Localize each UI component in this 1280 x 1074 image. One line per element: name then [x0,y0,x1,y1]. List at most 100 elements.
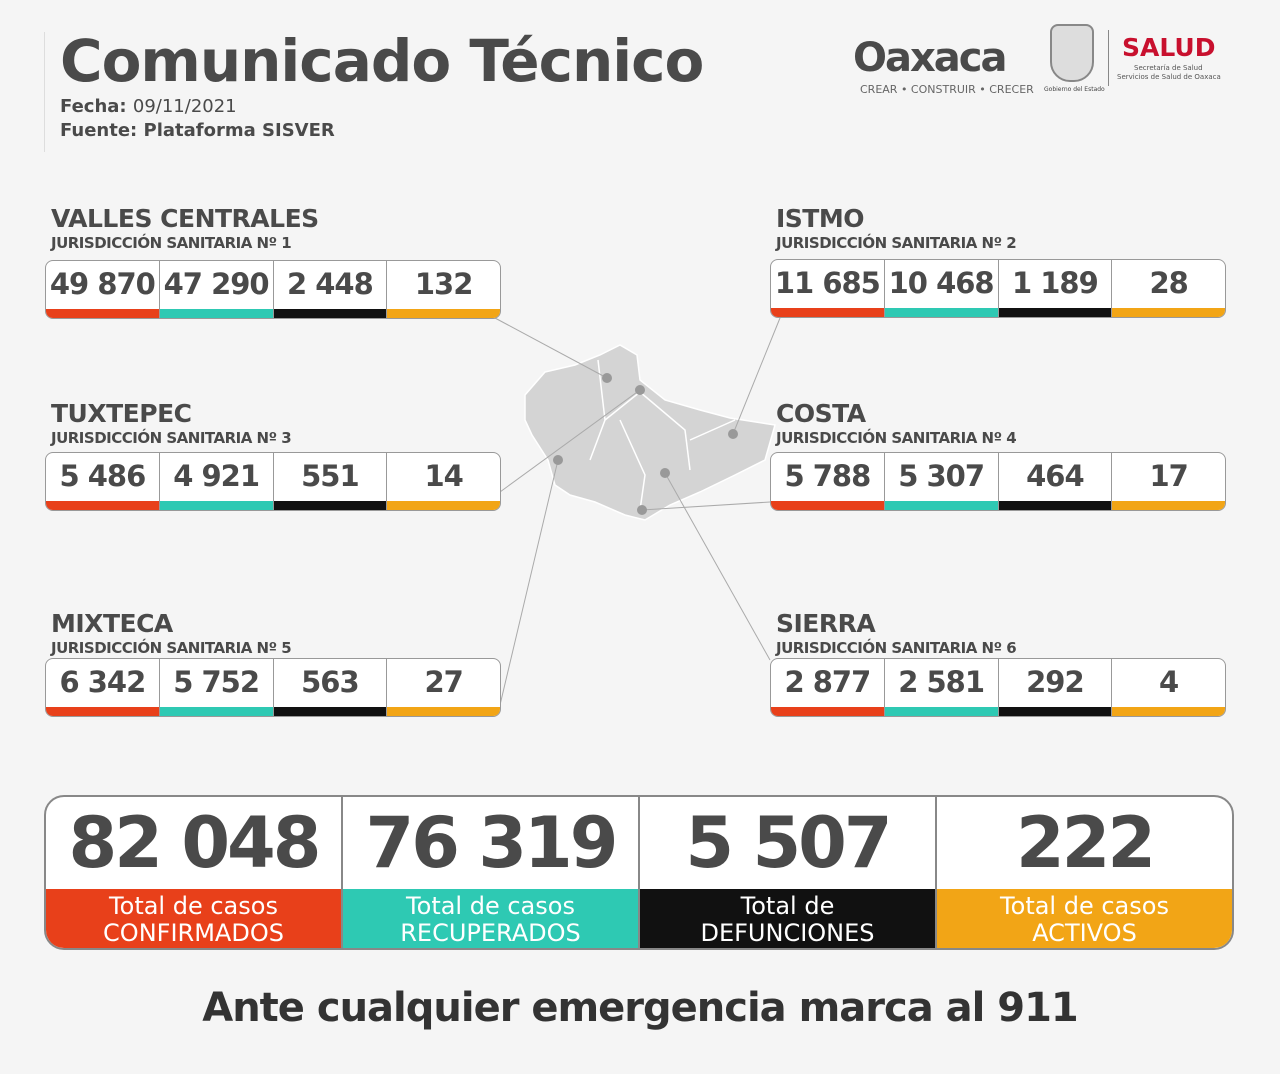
stat-value: 132 [414,267,474,301]
logo-divider [1108,30,1109,86]
region-jurisdiction: JURISDICCIÓN SANITARIA Nº 3 [51,429,292,447]
total-label-line2: RECUPERADOS [400,919,581,947]
total-recovered: 76 319 Total de casos RECUPERADOS [343,797,640,948]
total-label: Total de casos RECUPERADOS [343,889,638,948]
color-bar [998,308,1112,317]
state-shape [524,344,776,521]
source-value: Plataforma SISVER [143,120,335,141]
istmo-dot [728,429,738,439]
color-bar [273,707,387,716]
color-bar [771,501,884,510]
stat-recuperados: 5 752 [159,659,274,716]
total-label-line1: Total de casos [109,892,278,920]
region-stats-sierra: 2 877 2 581 292 4 [770,658,1226,717]
region-stats-tuxtepec: 5 486 4 921 551 14 [45,452,501,511]
stat-value: 5 486 [59,459,146,493]
stat-activos: 14 [387,453,500,510]
stat-recuperados: 47 290 [159,261,274,318]
color-bar [159,309,273,318]
region-stats-istmo: 11 685 10 468 1 189 28 [770,259,1226,318]
total-value: 82 048 [68,802,322,884]
region-stats-mixteca: 6 342 5 752 563 27 [45,658,501,717]
oaxaca-tagline: CREAR • CONSTRUIR • CRECER [860,83,1034,96]
total-value: 222 [1015,802,1156,884]
stat-defunciones: 563 [273,659,388,716]
color-bar [273,309,387,318]
total-label: Total de DEFUNCIONES [640,889,935,948]
sierra-dot [660,468,670,478]
color-bar [387,309,500,318]
stat-recuperados: 5 307 [884,453,999,510]
stat-value: 551 [301,459,360,493]
color-bar [998,707,1112,716]
divider [44,32,45,152]
stat-confirmados: 2 877 [771,659,885,716]
stat-value: 2 581 [898,665,985,699]
stat-activos: 28 [1112,260,1225,317]
region-name-mixteca: MIXTECA [51,609,173,638]
stat-value: 27 [424,665,463,699]
region-jurisdiction: JURISDICCIÓN SANITARIA Nº 6 [776,639,1017,657]
total-value: 76 319 [365,802,619,884]
stat-confirmados: 6 342 [46,659,160,716]
stat-value: 563 [301,665,360,699]
mixteca-dot [553,455,563,465]
color-bar [46,707,159,716]
total-label-line1: Total de [740,892,835,920]
costa-dot [637,505,647,515]
page-title: Comunicado Técnico [60,27,704,95]
stat-recuperados: 2 581 [884,659,999,716]
stat-activos: 17 [1112,453,1225,510]
stat-activos: 132 [387,261,500,318]
total-label: Total de casos CONFIRMADOS [46,889,341,948]
color-bar [1112,707,1225,716]
stat-defunciones: 1 189 [998,260,1113,317]
stat-value: 4 [1159,665,1179,699]
region-name-istmo: ISTMO [776,204,865,233]
color-bar [998,501,1112,510]
stat-activos: 4 [1112,659,1225,716]
stat-value: 11 685 [774,266,881,300]
stat-defunciones: 464 [998,453,1113,510]
color-bar [46,309,159,318]
stat-value: 464 [1026,459,1085,493]
stat-value: 10 468 [888,266,995,300]
gobierno-label: Gobierno del Estado [1044,86,1105,93]
stat-recuperados: 10 468 [884,260,999,317]
salud-logo: SALUD [1122,33,1216,62]
stat-defunciones: 551 [273,453,388,510]
stat-value: 17 [1149,459,1188,493]
stat-value: 4 921 [173,459,260,493]
oaxaca-map [494,317,781,706]
color-bar [46,501,159,510]
stat-value: 6 342 [59,665,146,699]
stat-value: 5 752 [173,665,260,699]
tuxtepec-dot [635,385,645,395]
date-line: Fecha: 09/11/2021 [60,96,237,118]
total-active: 222 Total de casos ACTIVOS [937,797,1232,948]
stat-recuperados: 4 921 [159,453,274,510]
total-label: Total de casos ACTIVOS [937,889,1232,948]
stat-value: 1 189 [1011,266,1099,300]
source-label: Fuente: [60,120,138,141]
total-label-line1: Total de casos [406,892,575,920]
stat-value: 49 870 [49,267,156,301]
region-name-tuxtepec: TUXTEPEC [51,399,192,428]
total-label-line2: ACTIVOS [1032,919,1137,947]
stat-value: 14 [424,459,463,493]
color-bar [771,707,884,716]
total-value: 5 507 [685,802,892,884]
stat-value: 2 877 [784,665,871,699]
stat-defunciones: 2 448 [273,261,388,318]
region-name-sierra: SIERRA [776,609,876,638]
color-bar [387,707,500,716]
color-bar [884,501,998,510]
region-name-valles-centrales: VALLES CENTRALES [51,204,319,233]
stat-value: 2 448 [286,267,374,301]
stat-confirmados: 5 486 [46,453,160,510]
total-label-line2: CONFIRMADOS [103,919,284,947]
stat-activos: 27 [387,659,500,716]
color-bar [159,707,273,716]
color-bar [884,308,998,317]
stat-value: 47 290 [163,267,270,301]
